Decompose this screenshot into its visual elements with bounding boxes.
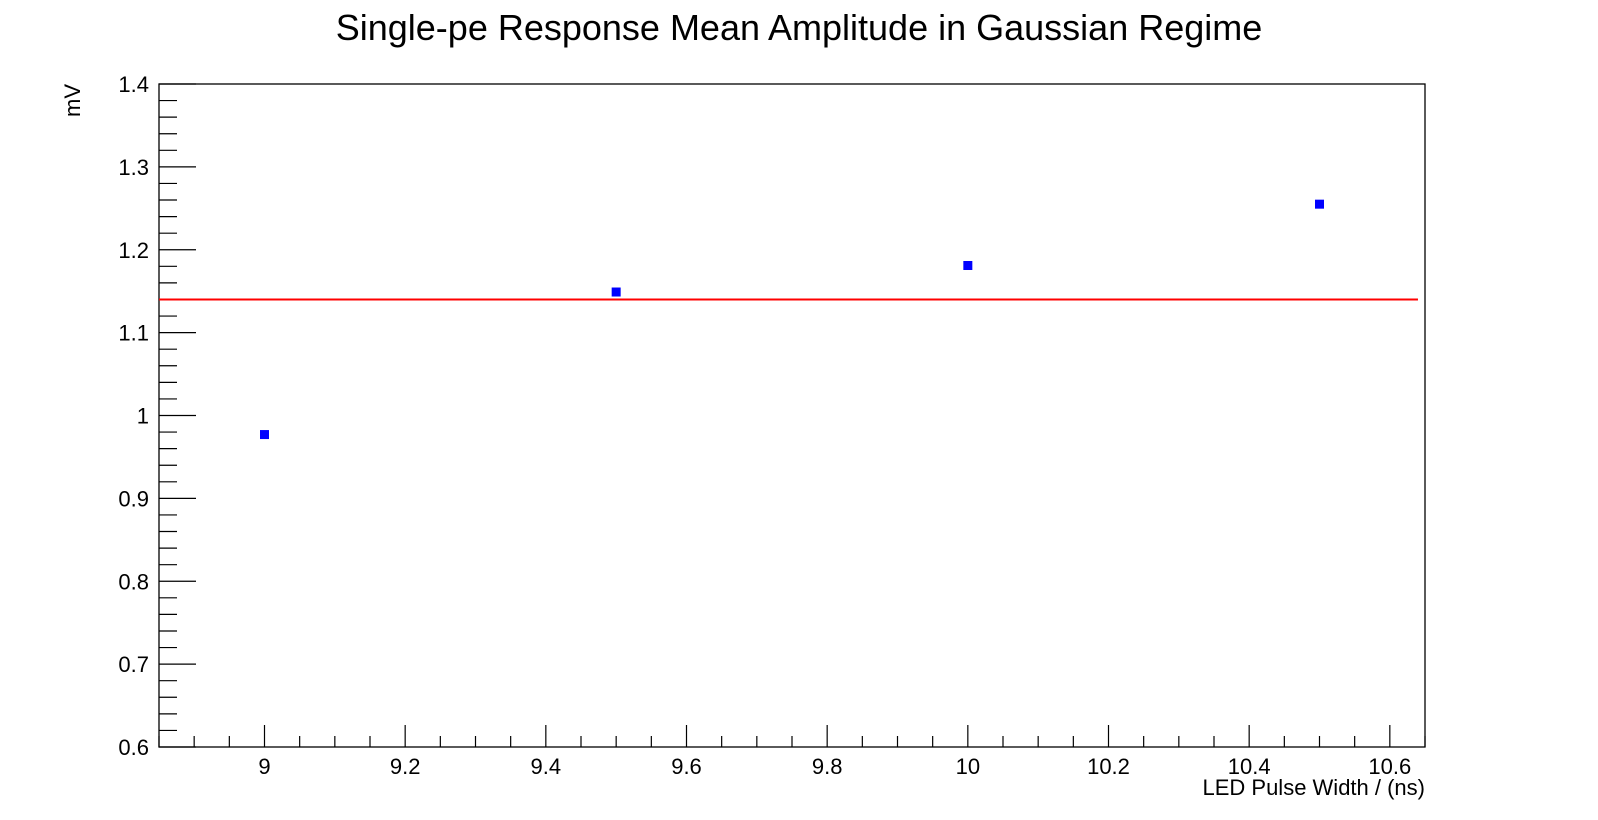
x-tick-label: 10.4 bbox=[1228, 754, 1271, 779]
x-tick-label: 9.8 bbox=[812, 754, 843, 779]
data-point bbox=[260, 430, 269, 440]
x-tick-label: 10.6 bbox=[1368, 754, 1411, 779]
chart-title: Single-pe Response Mean Amplitude in Gau… bbox=[336, 7, 1263, 48]
y-tick-label: 0.7 bbox=[118, 652, 149, 677]
data-point bbox=[963, 260, 973, 270]
y-tick-label: 1.4 bbox=[118, 72, 149, 97]
data-point bbox=[611, 287, 621, 297]
plot-frame bbox=[158, 83, 1426, 748]
x-tick-label: 9.2 bbox=[390, 754, 421, 779]
y-tick-label: 1.2 bbox=[118, 238, 149, 263]
x-tick-label: 9 bbox=[258, 754, 270, 779]
x-tick-label: 9.4 bbox=[531, 754, 562, 779]
x-axis-title: LED Pulse Width / (ns) bbox=[1202, 775, 1425, 800]
y-axis-title: mV bbox=[60, 84, 85, 117]
x-tick-label: 10 bbox=[956, 754, 980, 779]
y-tick-label: 0.9 bbox=[118, 486, 149, 511]
data-point bbox=[1315, 199, 1324, 209]
y-tick-label: 1 bbox=[137, 404, 149, 429]
y-tick-label: 0.8 bbox=[118, 569, 149, 594]
y-tick-label: 0.6 bbox=[118, 735, 149, 760]
x-tick-label: 10.2 bbox=[1087, 754, 1130, 779]
y-tick-label: 1.1 bbox=[118, 321, 149, 346]
data-points bbox=[260, 199, 1324, 440]
axes: 0.6 0.7 0.8 0.9 1 1.1 1.2 1.3 1.4 9 9.2 9.4 9.6 9.8 10… bbox=[118, 72, 1426, 779]
y-tick-label: 1.3 bbox=[118, 155, 149, 180]
x-tick-label: 9.6 bbox=[671, 754, 702, 779]
